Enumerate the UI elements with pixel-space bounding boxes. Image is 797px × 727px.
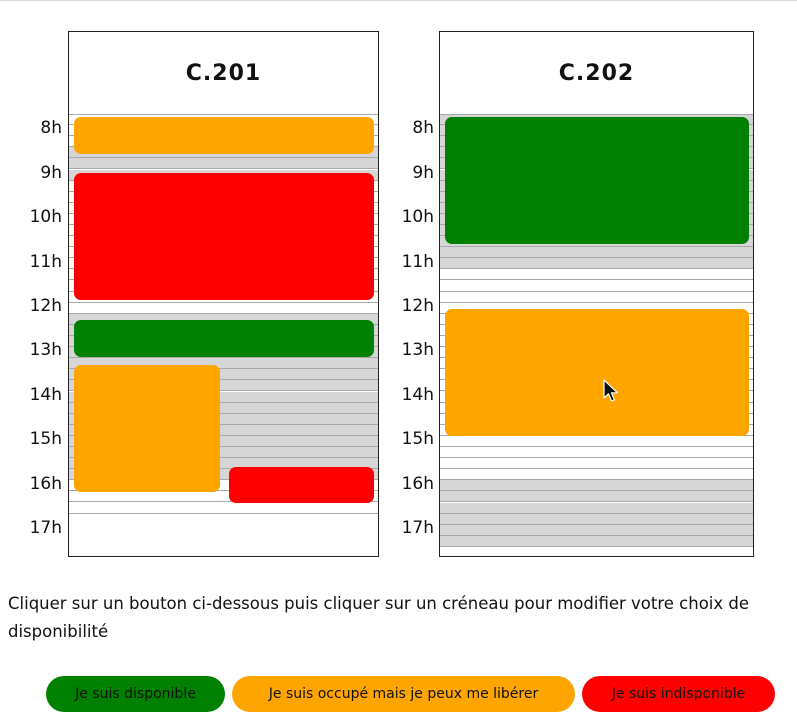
hour-label: 11h: [29, 252, 62, 272]
room-title: C.201: [185, 60, 262, 86]
room-column-c201: C.201: [68, 31, 379, 557]
hour-label: 13h: [29, 340, 62, 360]
top-divider: [0, 0, 797, 1]
hour-label: 12h: [401, 296, 434, 316]
timeslot[interactable]: [69, 435, 378, 447]
timeslot[interactable]: [440, 436, 753, 447]
hour-label: 16h: [29, 474, 62, 494]
booking-block-available[interactable]: [445, 117, 749, 244]
booking-block-occupied[interactable]: [74, 365, 220, 492]
hour-label: 8h: [40, 118, 62, 138]
timeslot[interactable]: [440, 535, 753, 547]
hour-label: 17h: [29, 518, 62, 538]
hour-label: 14h: [29, 385, 62, 405]
timeslot[interactable]: [440, 480, 753, 492]
timeslot[interactable]: [69, 402, 378, 414]
timeslot[interactable]: [69, 292, 378, 303]
hour-label: 10h: [401, 207, 434, 227]
timeslot-grid: [440, 114, 753, 556]
hour-label: 16h: [401, 474, 434, 494]
hour-label: 8h: [412, 118, 434, 138]
timeslot[interactable]: [440, 524, 753, 536]
timeslot[interactable]: [69, 458, 378, 470]
timeslot[interactable]: [69, 424, 378, 436]
room-title: C.202: [558, 60, 635, 86]
available-button[interactable]: Je suis disponible: [46, 676, 225, 712]
timeslot[interactable]: [69, 480, 378, 492]
hour-label: 15h: [29, 429, 62, 449]
booking-block-unavailable[interactable]: [74, 173, 374, 300]
hour-label: 12h: [29, 296, 62, 316]
booking-block-available[interactable]: [74, 320, 374, 357]
timeslot[interactable]: [440, 491, 753, 503]
booking-block-occupied[interactable]: [74, 117, 374, 154]
timeslot[interactable]: [440, 281, 753, 292]
hour-label: 14h: [401, 385, 434, 405]
timeslot[interactable]: [69, 158, 378, 170]
unavailable-button[interactable]: Je suis indisponible: [582, 676, 775, 712]
booking-block-occupied[interactable]: [445, 309, 749, 436]
timeslot[interactable]: [440, 292, 753, 303]
timeslot[interactable]: [69, 380, 378, 392]
hour-label: 10h: [29, 207, 62, 227]
hour-label: 17h: [401, 518, 434, 538]
arrow-pointer-icon: [603, 379, 619, 402]
timeslot[interactable]: [440, 469, 753, 481]
timeslot[interactable]: [440, 447, 753, 459]
timeslot[interactable]: [69, 447, 378, 459]
room-column-c202: C.202: [439, 31, 754, 557]
timeslot[interactable]: [69, 391, 378, 403]
booking-block-unavailable[interactable]: [229, 467, 374, 503]
timeslot[interactable]: [440, 547, 753, 556]
hour-label: 15h: [401, 429, 434, 449]
timeslot[interactable]: [440, 247, 753, 259]
hour-label: 9h: [40, 163, 62, 183]
timeslot[interactable]: [69, 303, 378, 314]
timeslot[interactable]: [69, 503, 378, 514]
timeslot[interactable]: [69, 413, 378, 425]
timeslot[interactable]: [69, 469, 378, 481]
timeslot[interactable]: [440, 513, 753, 525]
hour-label: 9h: [412, 163, 434, 183]
occupied-button[interactable]: Je suis occupé mais je peux me libérer: [232, 676, 575, 712]
hour-label: 13h: [401, 340, 434, 360]
instructions-text: Cliquer sur un bouton ci-dessous puis cl…: [8, 594, 750, 641]
timeslot[interactable]: [440, 502, 753, 514]
timeslot[interactable]: [69, 358, 378, 370]
timeslot[interactable]: [440, 258, 753, 270]
hour-label: 11h: [401, 252, 434, 272]
timeslot-grid: [69, 114, 378, 556]
timeslot[interactable]: [440, 458, 753, 470]
timeslot[interactable]: [69, 369, 378, 381]
timeslot[interactable]: [440, 269, 753, 281]
timeslot[interactable]: [69, 491, 378, 503]
